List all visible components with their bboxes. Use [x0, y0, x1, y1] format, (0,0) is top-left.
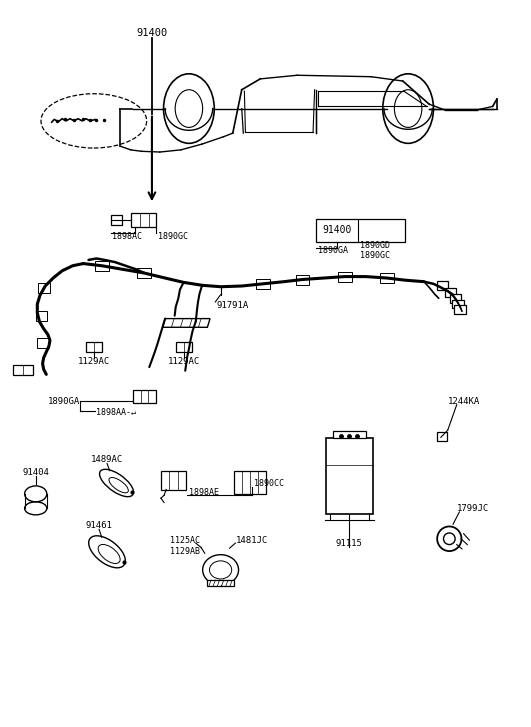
- Text: 1898AC: 1898AC: [113, 232, 142, 241]
- Text: 1799JC: 1799JC: [457, 504, 489, 513]
- FancyBboxPatch shape: [95, 261, 109, 270]
- FancyBboxPatch shape: [38, 283, 50, 292]
- FancyBboxPatch shape: [37, 338, 49, 348]
- Text: 1129AB: 1129AB: [170, 547, 200, 556]
- Text: 1489AC: 1489AC: [91, 454, 123, 464]
- Text: 91400: 91400: [136, 28, 168, 38]
- FancyBboxPatch shape: [454, 305, 466, 313]
- FancyBboxPatch shape: [333, 431, 366, 438]
- FancyBboxPatch shape: [137, 268, 151, 278]
- Text: 1244KA: 1244KA: [448, 397, 480, 406]
- FancyBboxPatch shape: [436, 433, 447, 441]
- FancyBboxPatch shape: [452, 300, 464, 308]
- Text: 1898AA-↵: 1898AA-↵: [97, 409, 136, 417]
- Text: 1125AC: 1125AC: [170, 536, 200, 545]
- Text: 91404: 91404: [22, 467, 49, 477]
- Text: 91400: 91400: [322, 225, 352, 236]
- Text: 1129AC: 1129AC: [167, 357, 200, 366]
- FancyBboxPatch shape: [450, 294, 461, 302]
- Text: 1890CC: 1890CC: [254, 479, 284, 489]
- FancyBboxPatch shape: [338, 271, 352, 281]
- FancyBboxPatch shape: [326, 438, 373, 514]
- FancyBboxPatch shape: [256, 278, 270, 289]
- FancyBboxPatch shape: [161, 470, 186, 489]
- Text: 1481JC: 1481JC: [235, 536, 268, 545]
- Text: 1890GC: 1890GC: [359, 251, 390, 260]
- Text: 91461: 91461: [85, 521, 113, 529]
- FancyBboxPatch shape: [133, 390, 156, 403]
- FancyBboxPatch shape: [131, 213, 156, 228]
- Text: 1890GA: 1890GA: [48, 397, 80, 406]
- Text: 1890GA: 1890GA: [318, 246, 348, 255]
- FancyBboxPatch shape: [36, 311, 47, 321]
- FancyBboxPatch shape: [316, 219, 406, 242]
- FancyBboxPatch shape: [380, 273, 394, 283]
- FancyBboxPatch shape: [296, 275, 310, 285]
- FancyBboxPatch shape: [13, 365, 33, 375]
- Text: 91791A: 91791A: [217, 301, 249, 310]
- Text: 1890GC: 1890GC: [158, 232, 188, 241]
- Text: 1890GD: 1890GD: [359, 241, 390, 250]
- FancyBboxPatch shape: [436, 281, 448, 289]
- FancyBboxPatch shape: [444, 288, 456, 297]
- Text: 1898AE: 1898AE: [189, 488, 219, 497]
- Text: 1129AC: 1129AC: [78, 357, 110, 366]
- FancyBboxPatch shape: [208, 580, 234, 586]
- FancyBboxPatch shape: [234, 470, 266, 494]
- FancyBboxPatch shape: [86, 342, 102, 352]
- FancyBboxPatch shape: [111, 215, 122, 225]
- Text: 91115: 91115: [336, 539, 362, 547]
- FancyBboxPatch shape: [176, 342, 192, 352]
